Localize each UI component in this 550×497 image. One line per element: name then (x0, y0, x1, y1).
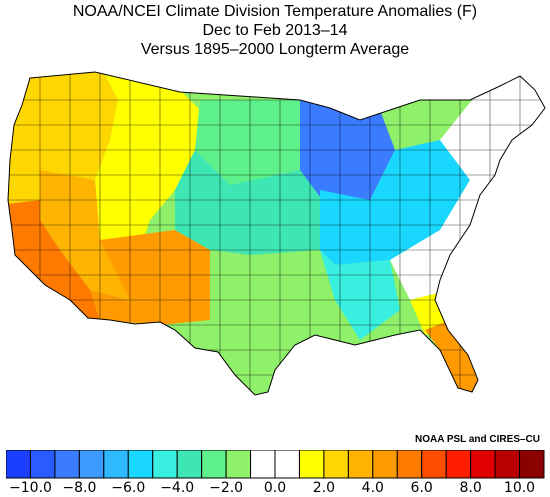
region-pacific-northwest (8, 72, 118, 205)
legend-swatch (347, 450, 374, 479)
legend-swatch (78, 450, 105, 479)
us-anomaly-map (7, 71, 546, 396)
title-line-3: Versus 1895–2000 Longterm Average (140, 41, 410, 58)
legend-tick-labels: −10.0 −8.0 −6.0 −4.0 −2.0 0.0 2.0 4.0 6.0 8.0 10.0 (0, 480, 550, 496)
region-central-plains (175, 150, 320, 255)
region-upper-midwest (300, 100, 395, 210)
legend-swatch (396, 450, 423, 479)
legend-tick-label: −8.0 (62, 480, 97, 496)
legend-swatch (494, 450, 521, 479)
legend-swatch (29, 450, 56, 479)
legend-swatch (470, 450, 496, 479)
legend-swatch (372, 450, 398, 479)
legend-swatch (274, 450, 300, 479)
legend-tick-label: 2.0 (312, 480, 336, 496)
legend-swatch (127, 450, 154, 479)
legend-tick-label: 10.0 (503, 480, 536, 496)
legend-tick-label: 6.0 (410, 480, 433, 496)
region-southwest (90, 230, 210, 325)
region-rockies (95, 75, 200, 250)
legend-swatch (152, 450, 178, 479)
legend-swatch (298, 450, 325, 479)
legend-swatch (6, 450, 31, 479)
legend-swatch (421, 450, 447, 479)
legend-swatch (250, 450, 276, 479)
division-grid (8, 72, 545, 395)
legend-swatch (519, 450, 545, 479)
legend-swatch (176, 450, 203, 479)
map-title: NOAA/NCEI Climate Division Temperature A… (0, 2, 550, 59)
legend-swatch (225, 450, 252, 479)
legend-tick-label: 0.0 (263, 480, 287, 496)
title-line-1: NOAA/NCEI Climate Division Temperature A… (72, 3, 478, 20)
legend-swatch (201, 450, 227, 479)
legend-tick-label: −6.0 (111, 480, 146, 496)
color-legend (6, 450, 545, 479)
legend-swatch (323, 450, 349, 479)
us-outline (7, 71, 546, 396)
legend-tick-label: 4.0 (361, 480, 384, 496)
region-florida (425, 320, 480, 395)
legend-swatch (445, 450, 472, 479)
region-northeast (440, 72, 545, 260)
region-midwest (320, 140, 470, 265)
region-california (8, 200, 100, 320)
legend-tick-label: −4.0 (160, 480, 195, 496)
legend-tick-label: −10.0 (9, 480, 52, 496)
legend-tick-label: 8.0 (459, 480, 482, 496)
legend-swatch (54, 450, 80, 479)
legend-tick-label: −2.0 (209, 480, 244, 496)
credit-text: NOAA PSL and CIRES–CU (414, 434, 540, 445)
region-northern-plains (195, 100, 300, 185)
title-line-2: Dec to Feb 2013–14 (202, 22, 348, 39)
legend-swatch (103, 450, 129, 479)
